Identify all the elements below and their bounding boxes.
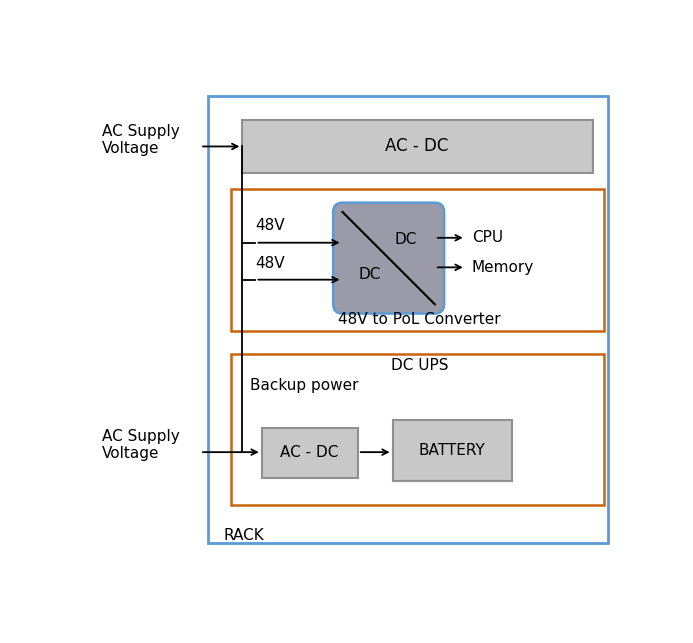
Bar [231,189,604,331]
Text: DC UPS: DC UPS [391,358,448,374]
Bar [243,120,593,174]
Text: RACK: RACK [223,528,264,543]
Bar [392,420,512,482]
Text: CPU: CPU [472,230,503,245]
Text: AC Supply
Voltage: AC Supply Voltage [103,124,180,156]
Text: DC: DC [394,232,416,247]
Text: AC - DC: AC - DC [385,138,449,156]
Text: Memory: Memory [472,260,534,275]
Text: 48V: 48V [256,218,285,233]
Text: AC - DC: AC - DC [280,446,339,460]
Text: Backup power: Backup power [250,377,358,393]
Text: BATTERY: BATTERY [419,443,485,458]
FancyBboxPatch shape [333,203,444,314]
Text: DC: DC [359,267,381,282]
Bar [262,428,358,478]
Bar [208,96,608,543]
Text: 48V to PoL Converter: 48V to PoL Converter [338,312,501,327]
Text: AC Supply
Voltage: AC Supply Voltage [103,429,180,462]
Text: 48V: 48V [256,256,285,271]
Bar [231,354,604,505]
